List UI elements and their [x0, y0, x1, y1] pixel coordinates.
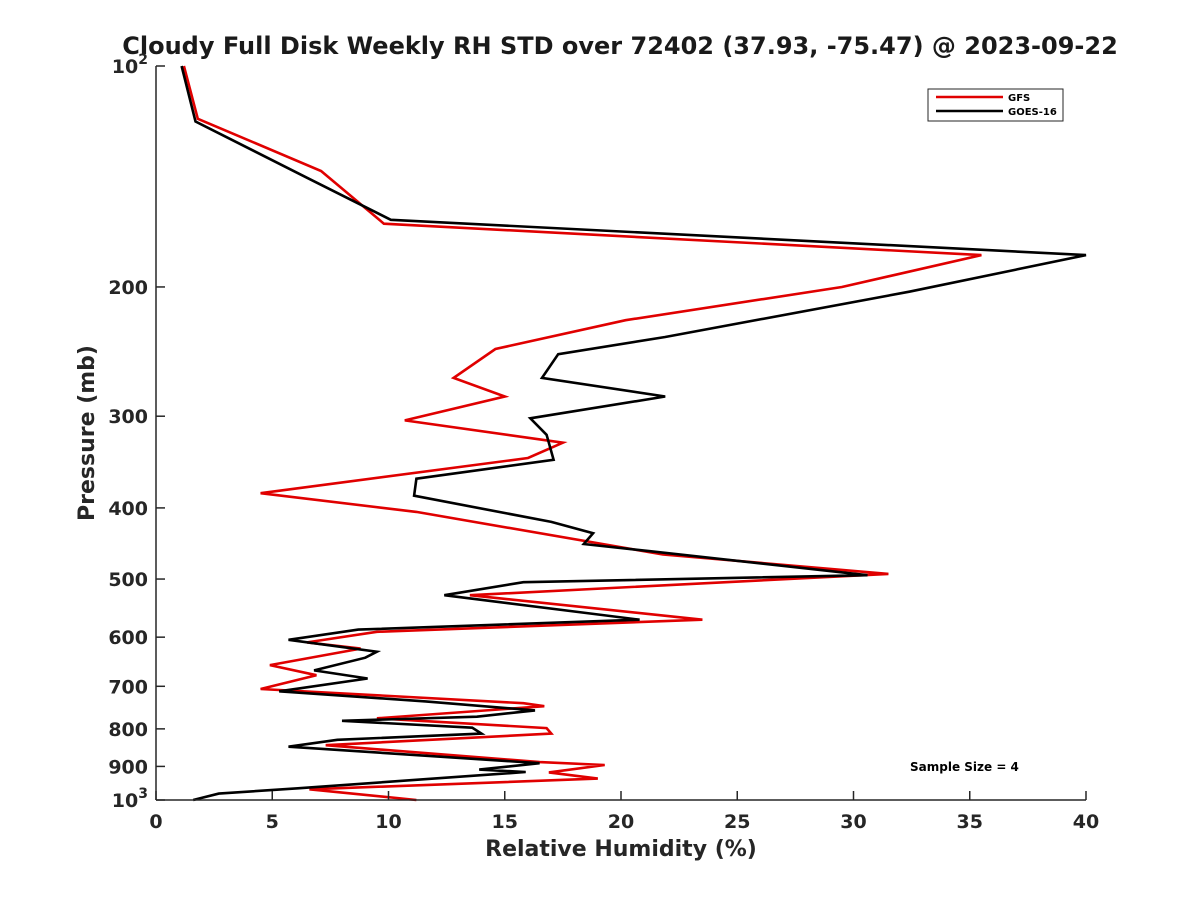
- x-tick-label: 10: [375, 811, 401, 833]
- y-tick-label: 600: [108, 627, 148, 649]
- y-tick-label: 200: [108, 277, 148, 299]
- y-tick-label: 400: [108, 498, 148, 520]
- series-layer: [180, 65, 1087, 802]
- y-tick-label: 500: [108, 569, 148, 591]
- series-line-goes16: [180, 65, 1087, 802]
- x-tick-label: 40: [1073, 811, 1099, 833]
- x-tick-label: 30: [840, 811, 866, 833]
- x-tick-label: 5: [266, 811, 279, 833]
- legend-label-goes16: GOES-16: [1008, 107, 1057, 118]
- chart-title: Cloudy Full Disk Weekly RH STD over 7240…: [122, 32, 1118, 60]
- y-tick-label: 300: [108, 406, 148, 428]
- series-line-gfs: [182, 65, 982, 802]
- y-tick-label: 103: [112, 786, 148, 812]
- y-axis-label: Pressure (mb): [75, 345, 100, 521]
- x-tick-label: 15: [492, 811, 518, 833]
- y-tick-label: 800: [108, 719, 148, 741]
- legend: GFS GOES-16: [927, 88, 1064, 122]
- x-axis-label: Relative Humidity (%): [485, 837, 757, 862]
- y-tick-label: 102: [112, 52, 148, 78]
- legend-box: [927, 88, 1064, 122]
- legend-label-gfs: GFS: [1008, 93, 1030, 104]
- x-tick-label: 25: [724, 811, 750, 833]
- y-tick-label: 900: [108, 756, 148, 778]
- x-tick-label: 35: [957, 811, 983, 833]
- x-tick-label: 20: [608, 811, 634, 833]
- x-tick-label: 0: [149, 811, 162, 833]
- y-tick-label: 700: [108, 676, 148, 698]
- sample-size-annotation: Sample Size = 4: [910, 760, 1019, 774]
- y-ticks: 102 200 300 400 500 600 700 800 900 103: [108, 52, 165, 812]
- x-ticks: 0 5 10 15 20 25 30 35 40: [149, 791, 1099, 833]
